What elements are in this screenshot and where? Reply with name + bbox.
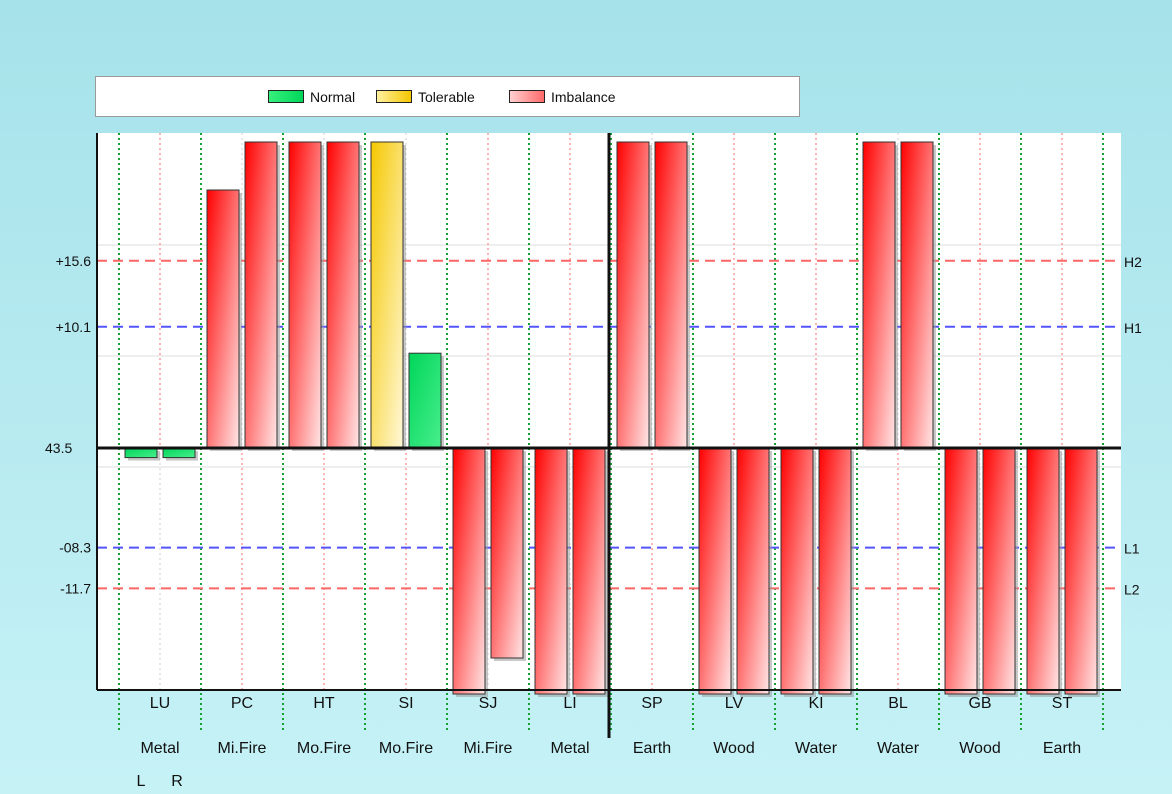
legend: Normal Tolerable Imbalance — [95, 76, 800, 117]
legend-item-normal: Normal — [268, 89, 355, 105]
bar-ht-r — [326, 141, 360, 449]
element-label: Metal — [550, 740, 589, 757]
bar-si-l — [370, 141, 404, 449]
threshold-value-label: -11.7 — [60, 580, 91, 596]
element-label: Earth — [633, 740, 671, 757]
bar-li-l — [534, 447, 568, 695]
bar-gb-r — [982, 447, 1016, 695]
baseline-value-label: 43.5 — [45, 440, 72, 456]
bar-bl-l — [862, 141, 896, 449]
category-label: LU — [150, 695, 170, 712]
bar-pc-l — [206, 189, 240, 449]
element-label: Mo.Fire — [379, 740, 433, 757]
category-label: SI — [398, 695, 413, 712]
side-label-left: L — [137, 773, 146, 790]
bar-ht-l — [288, 141, 322, 449]
bar-st-l — [1026, 447, 1060, 695]
category-label: HT — [313, 695, 335, 712]
element-label: Water — [877, 740, 920, 757]
element-label: Wood — [959, 740, 1001, 757]
bar-lv-r — [736, 447, 770, 695]
threshold-name-label: H1 — [1124, 320, 1142, 336]
bar-st-r — [1064, 447, 1098, 695]
threshold-name-label: H2 — [1124, 254, 1142, 270]
threshold-value-label: +15.6 — [56, 253, 92, 269]
bar-gb-l — [944, 447, 978, 695]
bar-li-r — [572, 447, 606, 695]
element-label: Mi.Fire — [464, 740, 513, 757]
category-label: LV — [725, 695, 744, 712]
legend-item-imbalance: Imbalance — [509, 89, 616, 105]
normal-swatch-icon — [268, 90, 304, 103]
bar-ki-l — [780, 447, 814, 695]
tolerable-swatch-icon — [376, 90, 412, 103]
element-label: Water — [795, 740, 838, 757]
bar-pc-r — [244, 141, 278, 449]
threshold-value-label: -08.3 — [59, 540, 91, 556]
category-label: ST — [1052, 695, 1073, 712]
bar-bl-r — [900, 141, 934, 449]
element-label: Mo.Fire — [297, 740, 351, 757]
category-label: SP — [641, 695, 662, 712]
bar-sp-l — [616, 141, 650, 449]
element-label: Wood — [713, 740, 755, 757]
legend-tolerable-label: Tolerable — [418, 89, 475, 105]
legend-imbalance-label: Imbalance — [551, 89, 616, 105]
category-label: LI — [563, 695, 576, 712]
element-label: Earth — [1043, 740, 1081, 757]
bar-sj-r — [490, 447, 524, 659]
bar-si-r — [408, 352, 442, 449]
bar-sp-r — [654, 141, 688, 449]
bar-ki-r — [818, 447, 852, 695]
threshold-name-label: L2 — [1124, 581, 1140, 597]
category-label: BL — [888, 695, 908, 712]
legend-normal-label: Normal — [310, 89, 356, 105]
threshold-value-label: +10.1 — [56, 319, 92, 335]
category-label: KI — [808, 695, 823, 712]
bar-lv-l — [698, 447, 732, 695]
legend-item-tolerable: Tolerable — [376, 89, 475, 105]
element-label: Mi.Fire — [218, 740, 267, 757]
threshold-name-label: L1 — [1124, 541, 1140, 557]
element-label: Metal — [140, 740, 179, 757]
category-label: SJ — [479, 695, 498, 712]
category-label: PC — [231, 695, 253, 712]
imbalance-swatch-icon — [509, 90, 545, 103]
category-label: GB — [968, 695, 991, 712]
bar-sj-l — [452, 447, 486, 695]
side-label-right: R — [171, 773, 183, 790]
